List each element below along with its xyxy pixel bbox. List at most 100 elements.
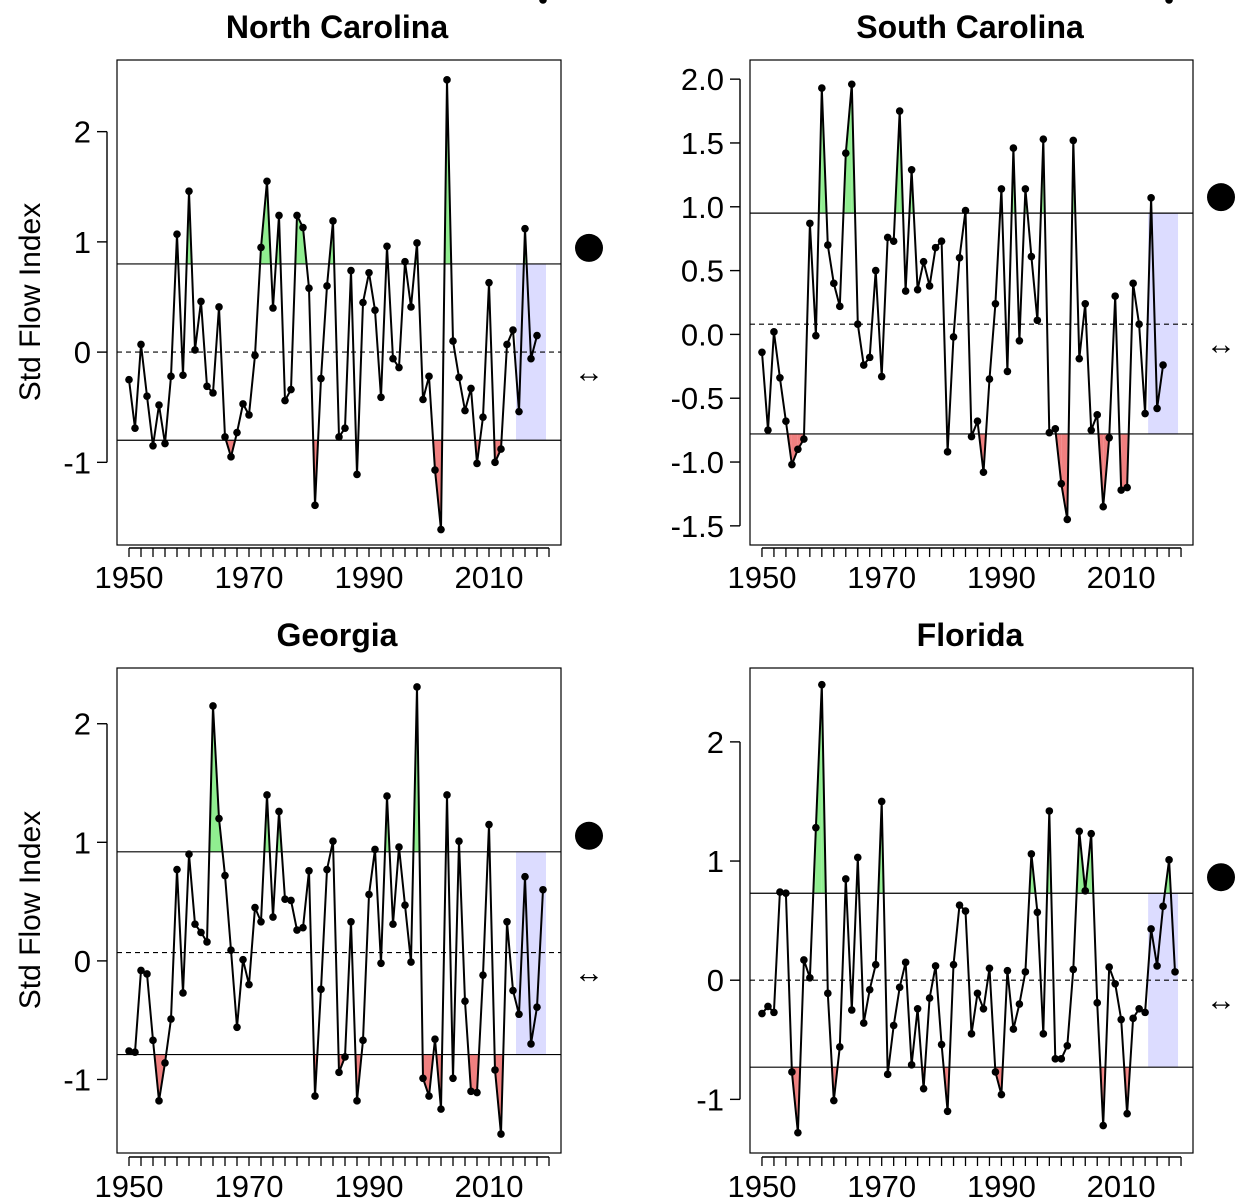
data-point — [1081, 299, 1090, 308]
data-point — [263, 177, 271, 186]
data-point — [853, 320, 862, 328]
data-point — [341, 1053, 349, 1061]
x-tick-label: 1990 — [335, 1169, 404, 1204]
data-point — [215, 303, 223, 311]
data-point — [311, 1092, 319, 1100]
trend-arrow-icon: ↔ — [574, 957, 604, 990]
data-point — [365, 890, 373, 899]
data-point — [1153, 962, 1161, 970]
data-point — [1027, 850, 1036, 858]
data-point — [305, 866, 313, 875]
y-tick-label: 2 — [707, 725, 724, 760]
x-tick-label: 1990 — [967, 1169, 1036, 1204]
data-point — [788, 460, 796, 469]
data-point — [137, 966, 145, 975]
data-point — [539, 0, 547, 4]
data-point — [1015, 336, 1024, 345]
data-point — [293, 926, 301, 934]
data-point — [407, 303, 415, 311]
data-point — [167, 1015, 175, 1023]
dry-period-fill — [1061, 433, 1068, 520]
status-dot-icon — [1207, 183, 1235, 212]
data-point — [251, 351, 259, 360]
data-point — [1105, 963, 1113, 971]
data-point — [389, 354, 397, 363]
data-point — [479, 971, 487, 979]
data-point — [1069, 965, 1078, 974]
data-point — [377, 959, 385, 968]
wet-period-fill — [845, 84, 852, 214]
data-point — [961, 206, 970, 215]
data-point — [257, 917, 265, 926]
data-point — [1123, 1109, 1131, 1118]
data-point — [251, 903, 259, 912]
panel-georgia: Georgia Std Flow Index -1 0 1 2 1950 1970 1990… — [14, 617, 604, 1204]
y-tick-label: 0 — [707, 963, 724, 998]
data-point — [473, 459, 481, 468]
data-point — [473, 1088, 481, 1097]
data-point — [425, 372, 433, 381]
data-point — [1087, 426, 1096, 434]
data-point — [847, 80, 856, 89]
data-point — [185, 850, 193, 858]
data-point — [509, 986, 517, 995]
data-point — [1165, 0, 1173, 4]
data-point — [770, 1008, 778, 1017]
data-point — [437, 1105, 445, 1113]
data-point — [895, 107, 904, 115]
data-point — [203, 382, 211, 391]
y-tick-label: -1.5 — [671, 509, 724, 544]
data-point — [1033, 908, 1042, 917]
data-point — [949, 333, 958, 341]
data-point — [764, 1002, 772, 1011]
data-point — [161, 1059, 169, 1067]
data-point — [485, 278, 493, 287]
data-point — [281, 396, 289, 405]
data-point — [209, 702, 217, 710]
data-point — [782, 417, 790, 425]
status-dot-icon — [575, 233, 603, 262]
data-point — [329, 837, 337, 845]
data-point — [985, 375, 994, 383]
data-point — [275, 211, 283, 220]
data-point — [865, 985, 874, 994]
data-point — [287, 896, 295, 905]
data-point — [859, 1019, 868, 1027]
data-point — [383, 792, 391, 800]
data-point — [1111, 979, 1119, 988]
data-point — [365, 268, 373, 277]
data-point — [847, 1006, 856, 1014]
data-point — [341, 424, 349, 432]
data-point — [299, 923, 307, 932]
panel-title: Georgia — [277, 617, 398, 653]
data-point — [491, 1066, 499, 1074]
data-point — [1045, 428, 1054, 437]
data-point — [913, 285, 922, 294]
data-point — [1051, 1055, 1060, 1063]
data-point — [173, 230, 181, 238]
data-point — [764, 426, 772, 434]
data-point — [776, 374, 784, 382]
data-point — [449, 337, 457, 345]
data-point — [943, 448, 952, 456]
data-point — [818, 680, 826, 689]
data-point — [185, 187, 193, 195]
data-point — [269, 913, 277, 921]
y-tick-label: 2 — [74, 115, 91, 150]
data-point — [191, 920, 199, 928]
data-point — [853, 853, 862, 862]
data-point — [937, 1040, 946, 1049]
data-point — [347, 917, 355, 926]
data-point — [209, 389, 217, 397]
data-point — [925, 282, 934, 290]
data-point — [221, 433, 229, 441]
data-point — [1117, 1015, 1125, 1024]
data-point — [401, 257, 409, 266]
data-point — [800, 435, 808, 443]
data-point — [841, 149, 850, 157]
y-tick-label: -1 — [63, 1062, 91, 1097]
data-point — [335, 433, 343, 441]
data-point — [1099, 1121, 1108, 1130]
data-point — [377, 393, 385, 402]
data-point — [143, 970, 151, 978]
